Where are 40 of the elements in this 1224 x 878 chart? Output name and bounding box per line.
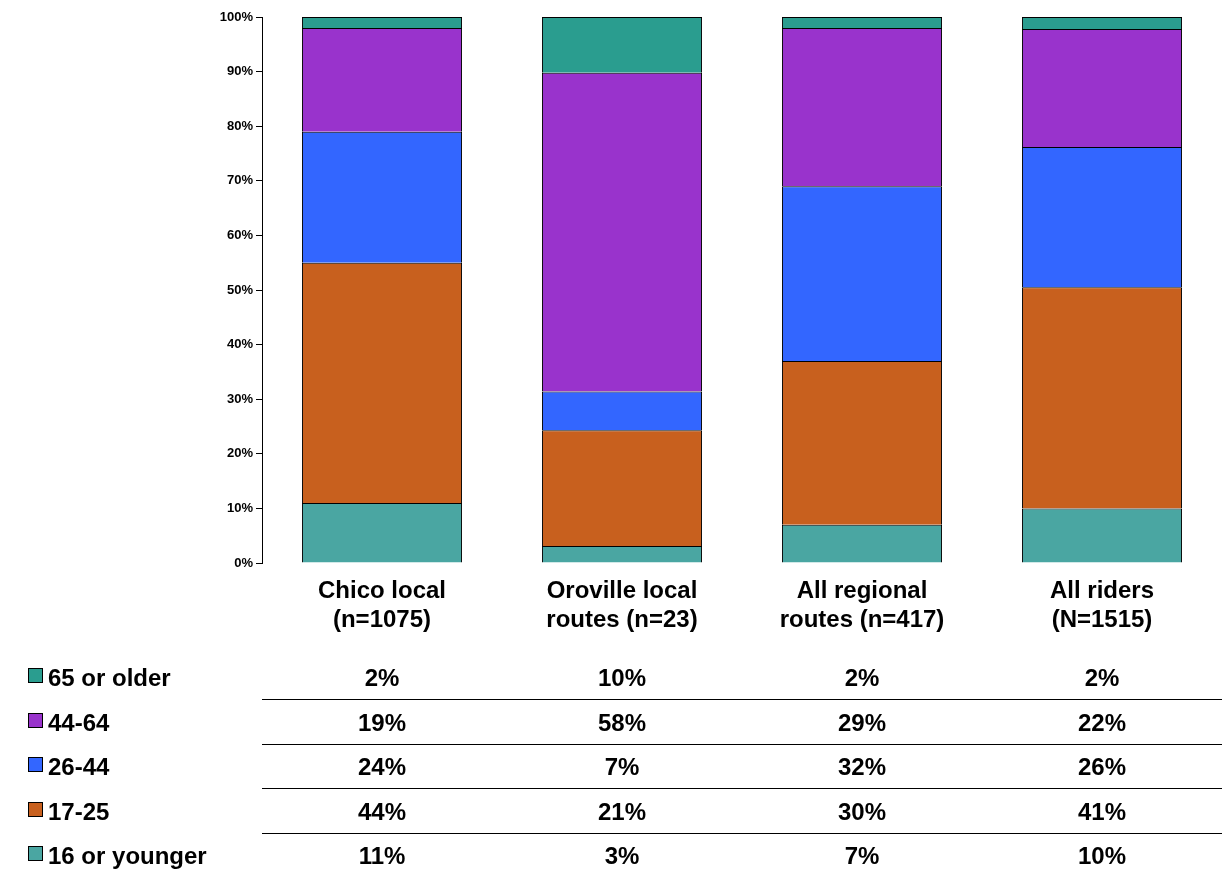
data-label: 30% [836,797,887,826]
y-tick-label: 10% [226,499,254,515]
data-label: 7% [603,753,641,781]
legend-label: 17-25 [48,797,110,826]
data-label: 29% [836,708,887,737]
y-tick-label: 50% [226,281,254,297]
data-label: 44% [356,797,407,826]
data-label: 2% [363,664,401,692]
y-tick-label: 0% [234,554,254,570]
y-tick-label: 30% [226,390,254,406]
data-label: 7% [843,842,881,870]
y-tick-label: 100% [219,8,254,24]
legend-label: 44-64 [48,708,110,737]
x-tick-label: Chico local (n=1075) [317,576,447,632]
x-tick-label: All regional routes (n=417) [779,576,945,632]
data-label: 2% [843,664,881,692]
data-label: 2% [1083,664,1121,692]
data-label: 22% [1076,708,1127,737]
x-tick-label: All riders (N=1515) [1049,576,1155,632]
data-label: 24% [356,753,407,781]
data-label: 10% [1076,842,1127,870]
legend-label: 65 or older [48,664,171,692]
y-tick-label: 20% [226,445,254,461]
x-tick-label: Oroville local routes (n=23) [546,576,698,632]
data-label: 21% [596,797,647,826]
data-label: 32% [836,753,887,781]
data-label: 3% [603,842,641,870]
data-label: 10% [596,664,647,692]
y-tick-label: 40% [226,336,254,352]
y-tick-label: 70% [226,172,254,188]
y-tick-label: 60% [226,226,254,242]
y-tick-label: 90% [226,63,254,79]
data-label: 26% [1076,753,1127,781]
data-label: 41% [1076,797,1127,826]
data-label: 11% [357,842,407,870]
data-label: 58% [596,708,647,737]
y-tick-label: 80% [226,117,254,133]
legend-label: 26-44 [48,753,110,781]
legend-label: 16 or younger [48,842,207,870]
data-label: 19% [356,708,407,737]
